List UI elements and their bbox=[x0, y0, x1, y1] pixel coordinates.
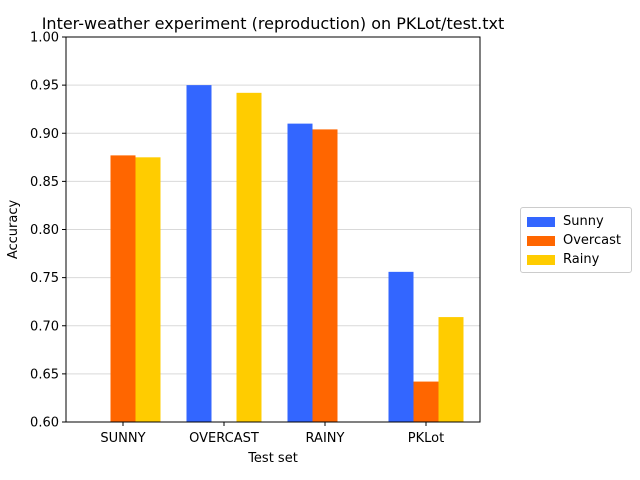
bars bbox=[110, 85, 464, 422]
y-tick-label: 0.65 bbox=[30, 367, 59, 382]
y-tick-label: 0.70 bbox=[30, 319, 59, 334]
bar-sunny-rainy bbox=[287, 123, 313, 422]
bar-overcast-rainy bbox=[312, 129, 338, 422]
bar-overcast-sunny bbox=[110, 155, 136, 422]
x-axis: SUNNY OVERCAST RAINY PKLot bbox=[100, 422, 444, 446]
legend: Sunny Overcast Rainy bbox=[520, 207, 632, 273]
legend-label-overcast: Overcast bbox=[563, 233, 621, 248]
legend-label-rainy: Rainy bbox=[563, 252, 600, 267]
legend-label-sunny: Sunny bbox=[563, 214, 604, 229]
y-axis-label: Accuracy bbox=[6, 200, 21, 260]
bar-rainy-pklot bbox=[438, 317, 464, 422]
legend-item-sunny: Sunny bbox=[527, 212, 625, 231]
bar-overcast-pklot bbox=[413, 381, 439, 422]
y-tick-label: 0.60 bbox=[30, 416, 59, 431]
chart-title: Inter-weather experiment (reproduction) … bbox=[42, 14, 505, 33]
y-axis: 0.60 0.65 0.70 0.75 0.80 0.85 0.90 0.95 1.00 bbox=[30, 31, 66, 431]
bar-rainy-sunny bbox=[135, 157, 161, 422]
bar-sunny-overcast bbox=[186, 85, 212, 422]
legend-swatch-sunny bbox=[527, 216, 555, 227]
legend-item-rainy: Rainy bbox=[527, 250, 625, 269]
y-tick-label: 0.80 bbox=[30, 223, 59, 238]
x-tick-label: SUNNY bbox=[100, 431, 145, 446]
y-tick-label: 0.90 bbox=[30, 127, 59, 142]
legend-item-overcast: Overcast bbox=[527, 231, 625, 250]
y-tick-label: 0.75 bbox=[30, 271, 59, 286]
x-tick-label: OVERCAST bbox=[189, 431, 259, 446]
bar-sunny-pklot bbox=[388, 271, 414, 422]
y-tick-label: 0.95 bbox=[30, 79, 59, 94]
x-tick-label: RAINY bbox=[306, 431, 345, 446]
y-tick-label: 1.00 bbox=[30, 31, 59, 46]
x-tick-label: PKLot bbox=[408, 431, 444, 446]
legend-swatch-overcast bbox=[527, 235, 555, 246]
bar-rainy-overcast bbox=[236, 92, 262, 422]
y-tick-label: 0.85 bbox=[30, 175, 59, 190]
x-axis-label: Test set bbox=[247, 451, 298, 466]
legend-swatch-rainy bbox=[527, 254, 555, 265]
